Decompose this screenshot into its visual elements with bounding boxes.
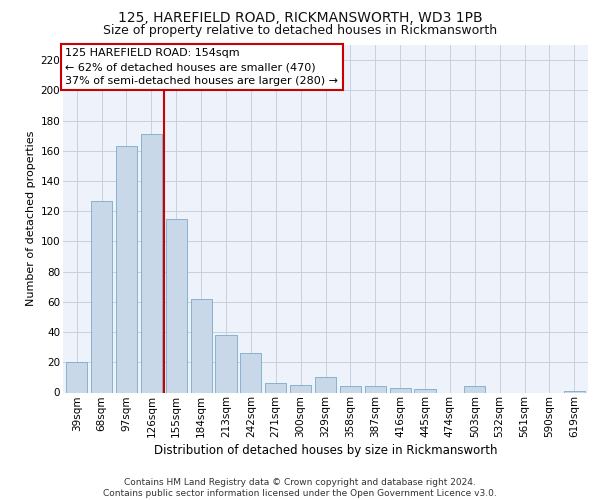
Bar (166, 219, 187, 392)
Text: Contains HM Land Registry data © Crown copyright and database right 2024.
Contai: Contains HM Land Registry data © Crown c… (103, 478, 497, 498)
Text: 125 HAREFIELD ROAD: 154sqm
← 62% of detached houses are smaller (470)
37% of sem: 125 HAREFIELD ROAD: 154sqm ← 62% of deta… (65, 48, 338, 86)
Bar (265, 384, 286, 392)
Y-axis label: Number of detached properties: Number of detached properties (26, 131, 37, 306)
Bar (116, 146, 137, 392)
Bar (191, 299, 212, 392)
Bar (340, 386, 361, 392)
Text: 125, HAREFIELD ROAD, RICKMANSWORTH, WD3 1PB: 125, HAREFIELD ROAD, RICKMANSWORTH, WD3 … (118, 11, 482, 25)
Bar (141, 134, 162, 392)
Bar (464, 386, 485, 392)
Bar (389, 388, 411, 392)
Bar (240, 353, 262, 393)
Bar (66, 362, 87, 392)
X-axis label: Distribution of detached houses by size in Rickmansworth: Distribution of detached houses by size … (154, 444, 497, 458)
Bar (365, 386, 386, 392)
Bar (290, 385, 311, 392)
Bar (564, 391, 585, 392)
Bar (315, 378, 336, 392)
Bar (215, 335, 236, 392)
Bar (415, 390, 436, 392)
Text: Size of property relative to detached houses in Rickmansworth: Size of property relative to detached ho… (103, 24, 497, 37)
Bar (91, 200, 112, 392)
